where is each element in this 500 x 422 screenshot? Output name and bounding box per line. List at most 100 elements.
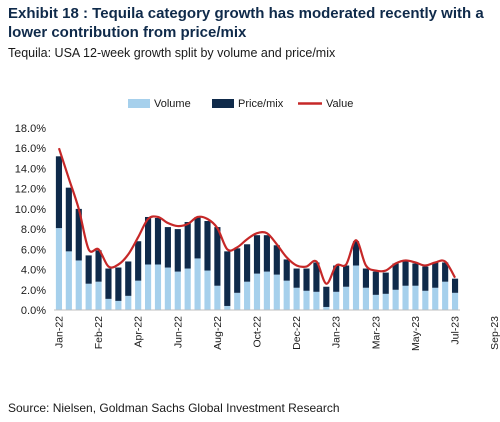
bar-volume [115,300,122,310]
bar-price-mix [343,265,350,287]
bar-volume [154,264,162,310]
bar-price-mix [234,248,241,293]
bar-price-mix [135,241,142,281]
x-tick-label: Jun-22 [172,316,184,348]
y-tick-label: 2.0% [21,285,46,297]
bar-price-mix [392,263,399,290]
x-tick-label: Sep-23 [489,316,500,350]
bar-price-mix [253,235,261,274]
bar-price-mix [55,156,63,229]
bar-price-mix [313,262,320,292]
bar-price-mix [442,262,449,282]
legend: Volume Price/mix Value [128,98,353,110]
bar-volume [253,273,261,310]
bar-price-mix [204,221,211,271]
bar-volume [75,260,82,310]
legend-swatch-price-mix [212,99,234,108]
bar-price-mix [224,251,231,306]
value-series-line [57,147,457,285]
x-tick-label: Dec-22 [291,316,303,350]
bar-price-mix [372,271,379,295]
bar-price-mix [323,286,330,307]
bar-volume [224,305,231,310]
bar-price-mix [244,244,251,282]
bar-volume [55,228,63,310]
bar-volume [125,295,132,310]
y-tick-label: 6.0% [21,244,46,256]
bar-volume [204,270,211,310]
x-tick-label: Oct-22 [252,316,264,348]
bar-volume [303,290,310,310]
bars [55,156,459,310]
bar-volume [293,287,300,310]
x-tick-label: Jan-23 [331,316,343,348]
y-tick-label: 8.0% [21,224,46,236]
bar-volume [422,290,429,310]
bar-volume [234,292,241,310]
bar-volume [402,285,409,310]
x-tick-label: Mar-23 [370,316,382,349]
bar-volume [244,281,251,310]
x-tick-label: Jul-23 [450,316,462,345]
bar-price-mix [422,266,429,291]
bar-price-mix [174,229,181,272]
bar-price-mix [125,261,132,296]
y-tick-label: 0.0% [21,305,46,317]
x-tick-label: May-23 [410,316,422,351]
bar-price-mix [95,250,102,282]
bar-price-mix [105,268,112,299]
bar-price-mix [85,255,92,284]
bar-volume [313,291,320,310]
bar-volume [65,251,72,310]
bar-price-mix [283,259,290,281]
legend-label-volume: Volume [154,98,191,110]
chart-title: Exhibit 18 : Tequila category growth has… [8,5,484,41]
bar-volume [323,306,330,310]
legend-label-value: Value [326,98,353,110]
value-line [57,147,457,285]
bar-volume [343,286,350,310]
y-axis: 0.0% 2.0% 4.0% 6.0% 8.0% 10.0% 12.0% 14.0% 16.0%… [15,123,46,317]
chart-subtitle: Tequila: USA 12-week growth split by vol… [8,46,336,60]
bar-volume [412,285,419,310]
bar-price-mix [145,216,152,265]
bar-volume [145,264,152,310]
bar-volume [85,283,92,310]
bar-price-mix [432,262,439,288]
bar-price-mix [115,267,122,301]
x-tick-label: Aug-22 [212,316,224,350]
y-tick-label: 4.0% [21,265,46,277]
bar-volume [164,267,171,310]
bar-price-mix [402,261,409,286]
x-axis: Jan-22 Feb-22 Apr-22 Jun-22 Aug-22 Oct-22 Dec-… [53,309,500,351]
bar-volume [333,291,340,310]
bar-volume [432,287,439,310]
bar-volume [263,271,270,310]
bar-price-mix [303,268,310,291]
legend-swatch-volume [128,99,150,108]
bar-volume [283,280,290,310]
bar-price-mix [194,216,201,259]
bar-volume [352,265,360,310]
bar-price-mix [263,235,270,272]
bar-volume [442,281,449,310]
y-tick-label: 16.0% [15,143,46,155]
bar-price-mix [184,222,191,269]
y-tick-label: 10.0% [15,204,46,216]
x-tick-label: Apr-22 [133,316,145,348]
bar-volume [273,274,280,310]
y-tick-label: 12.0% [15,184,46,196]
bar-volume [372,294,379,310]
legend-label-price-mix: Price/mix [238,98,284,110]
bar-volume [382,293,389,310]
bar-volume [194,258,201,310]
bar-volume [135,280,142,310]
bar-price-mix [451,278,459,293]
y-tick-label: 14.0% [15,163,46,175]
bar-volume [105,298,112,310]
bar-volume [174,271,181,310]
bar-price-mix [214,227,221,286]
bar-price-mix [382,272,389,294]
bar-price-mix [65,187,72,252]
chart: Volume Price/mix Value 0.0% 2.0% 4.0% 6.0% 8… [15,98,500,351]
